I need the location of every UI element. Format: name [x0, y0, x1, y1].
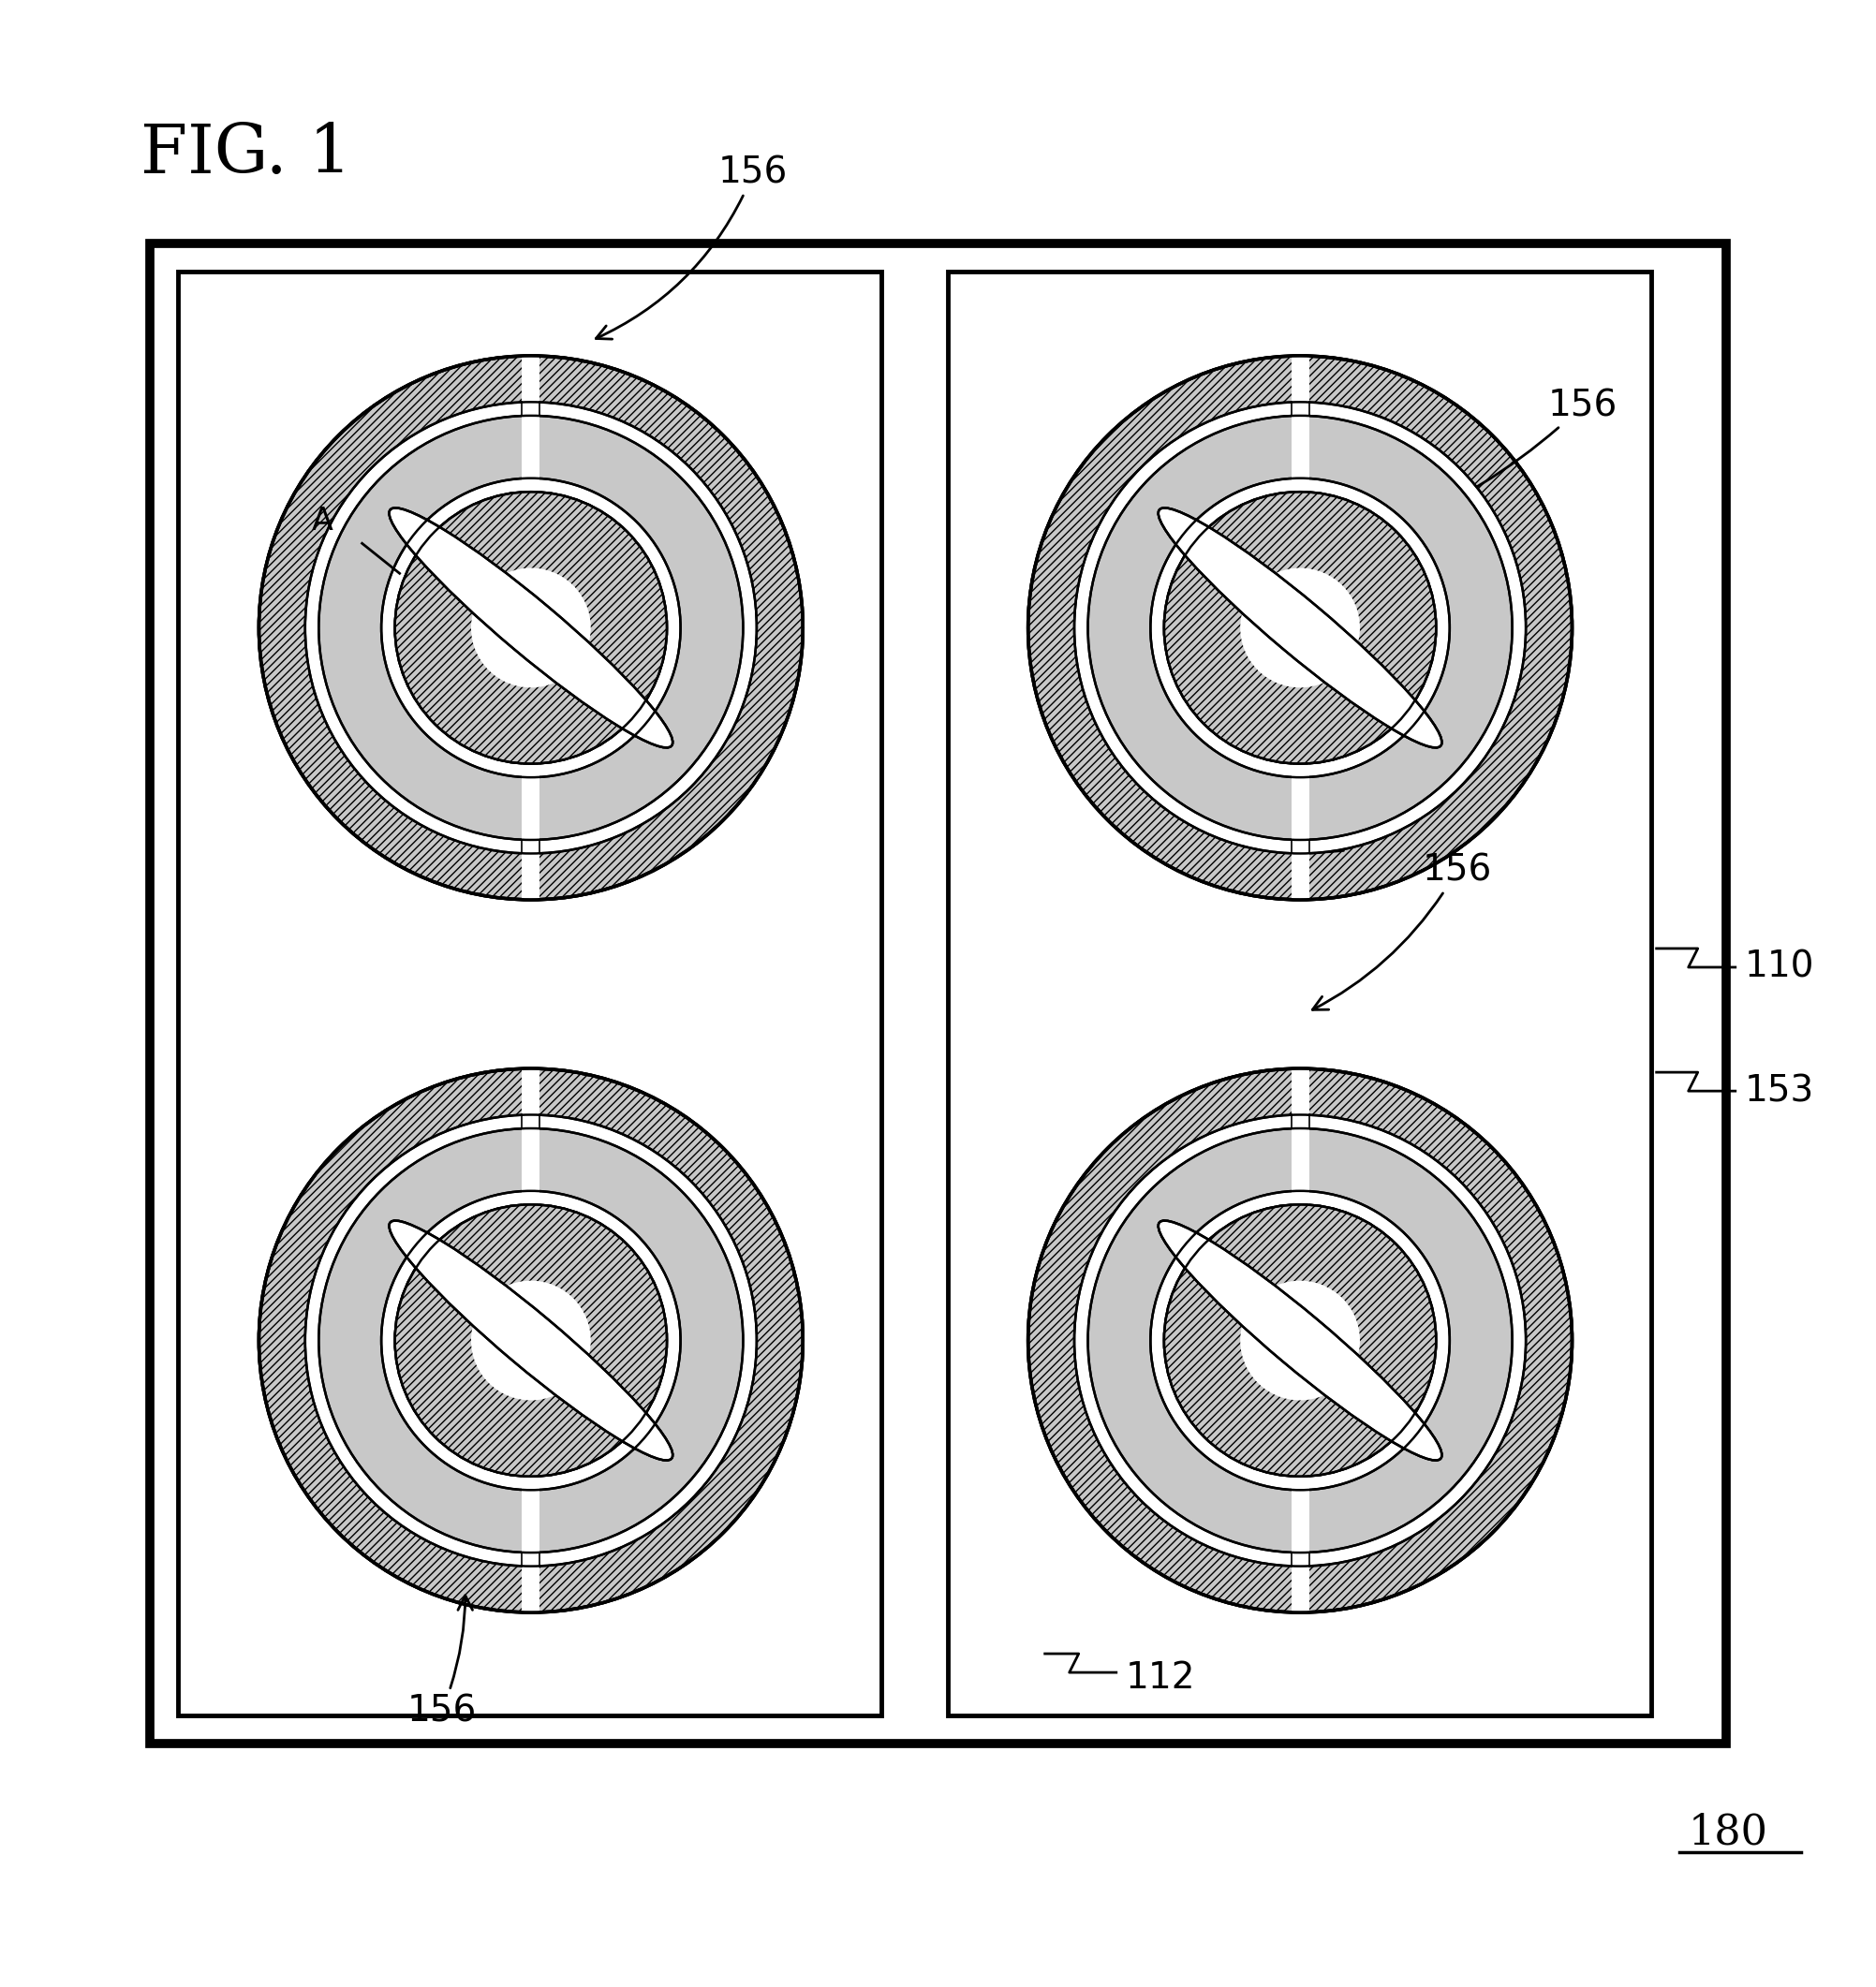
Text: A: A	[311, 505, 334, 536]
Text: 180: 180	[1688, 1812, 1767, 1852]
Circle shape	[306, 401, 756, 854]
Bar	[150, 242, 1726, 1745]
Bar	[947, 272, 1651, 1715]
Circle shape	[1088, 415, 1512, 841]
Circle shape	[394, 493, 668, 763]
Text: 156: 156	[407, 1596, 477, 1729]
Bar	[522, 1069, 540, 1611]
Circle shape	[1028, 1069, 1572, 1611]
Bar	[1291, 356, 1309, 900]
Circle shape	[319, 1129, 743, 1552]
Text: 110: 110	[1745, 950, 1814, 986]
Ellipse shape	[388, 509, 673, 747]
Circle shape	[1150, 479, 1450, 777]
Circle shape	[471, 568, 591, 688]
Circle shape	[381, 479, 681, 777]
Text: 156: 156	[597, 155, 788, 340]
Circle shape	[394, 1204, 668, 1476]
Text: 156: 156	[1398, 387, 1617, 529]
Circle shape	[1163, 493, 1437, 763]
Bar	[178, 272, 882, 1715]
Circle shape	[1240, 568, 1360, 688]
Circle shape	[319, 415, 743, 841]
Circle shape	[306, 1115, 756, 1566]
Bar	[1291, 1069, 1309, 1611]
Text: FIG. 1: FIG. 1	[141, 121, 353, 187]
Ellipse shape	[1157, 509, 1443, 747]
Circle shape	[259, 356, 803, 900]
Circle shape	[381, 1190, 681, 1490]
Circle shape	[1163, 493, 1437, 763]
Circle shape	[1075, 1115, 1525, 1566]
Circle shape	[1240, 568, 1360, 688]
Circle shape	[1028, 356, 1572, 900]
Circle shape	[1075, 401, 1525, 854]
Text: 112: 112	[1126, 1661, 1195, 1695]
Bar	[522, 356, 540, 900]
Circle shape	[1150, 1190, 1450, 1490]
Circle shape	[1088, 1129, 1512, 1552]
Text: 156: 156	[1328, 715, 1491, 852]
Text: 156: 156	[1313, 852, 1491, 1009]
Ellipse shape	[388, 1220, 673, 1460]
Circle shape	[1163, 1204, 1437, 1476]
Ellipse shape	[1157, 1220, 1443, 1460]
Circle shape	[394, 1204, 668, 1476]
Circle shape	[1240, 1282, 1360, 1401]
Ellipse shape	[1157, 1220, 1443, 1460]
Circle shape	[471, 1282, 591, 1401]
Text: 153: 153	[1745, 1073, 1814, 1109]
Circle shape	[471, 568, 591, 688]
Ellipse shape	[1157, 509, 1443, 747]
Circle shape	[1240, 1282, 1360, 1401]
Circle shape	[259, 1069, 803, 1611]
Circle shape	[471, 1282, 591, 1401]
Circle shape	[394, 493, 668, 763]
Circle shape	[1163, 1204, 1437, 1476]
Ellipse shape	[388, 1220, 673, 1460]
Ellipse shape	[388, 509, 673, 747]
